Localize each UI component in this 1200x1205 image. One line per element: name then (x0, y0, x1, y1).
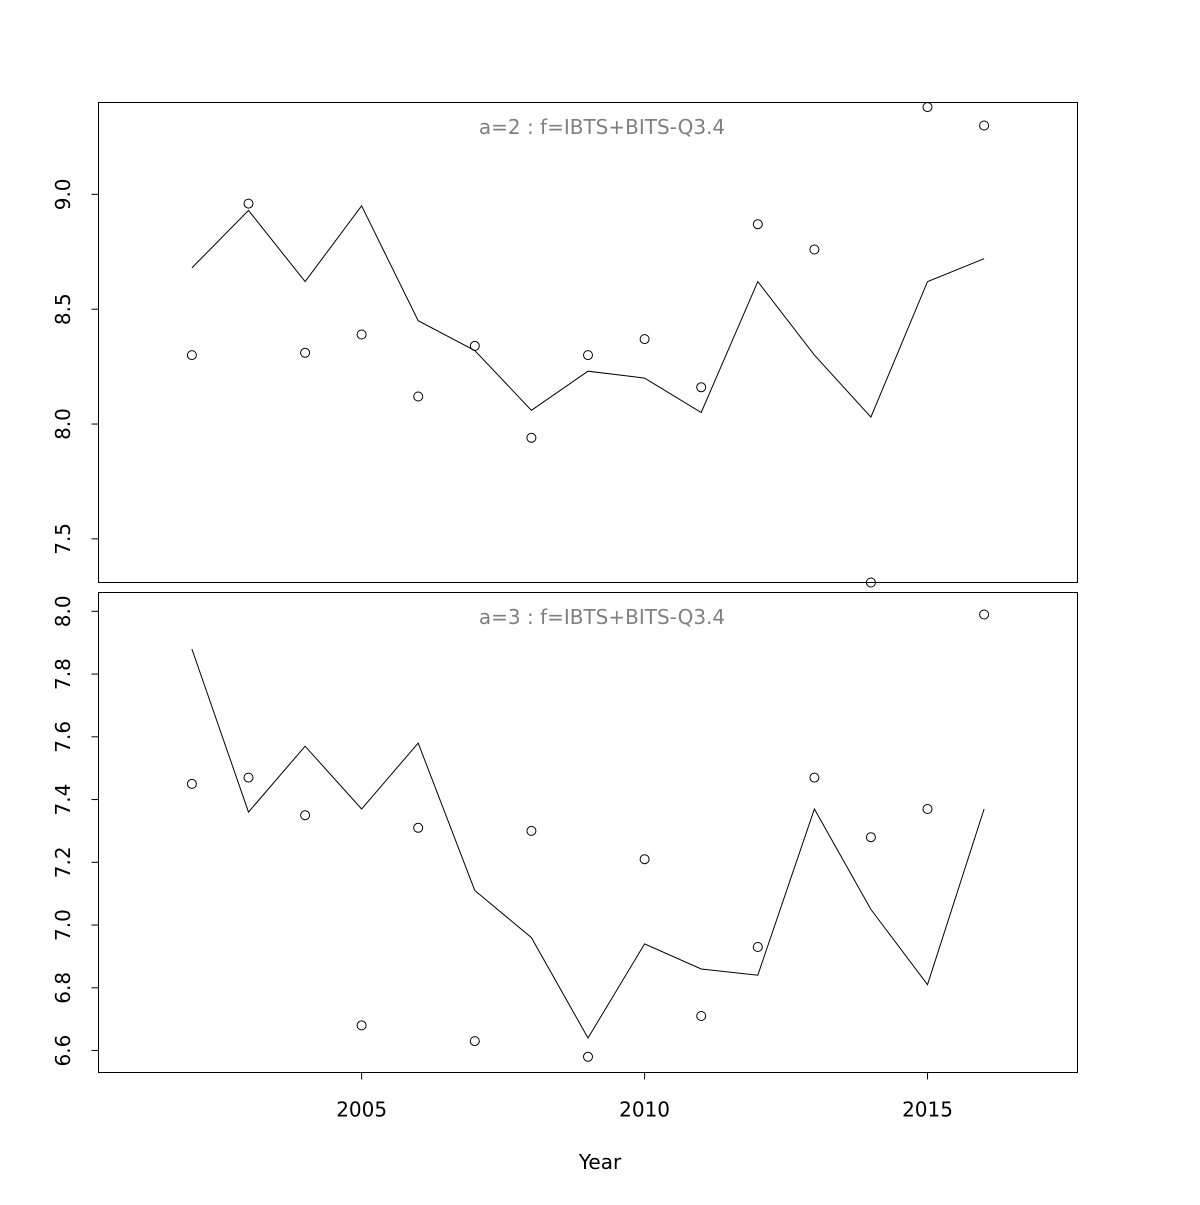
panel-frame (98, 592, 1078, 1073)
x-tick-label: 2015 (902, 1098, 953, 1122)
x-tick-label: 2010 (619, 1098, 670, 1122)
y-axis: 6.6 6.8 7.0 7.2 7.4 7.6 7.8 8.0 (51, 595, 99, 1066)
observed-point (696, 382, 707, 393)
y-tick-label: 7.8 (51, 658, 75, 690)
y-tick-label: 7.2 (51, 846, 75, 878)
observed-point (469, 1036, 480, 1047)
observed-point (186, 350, 197, 361)
observed-point (979, 120, 990, 131)
x-tick-label: 2005 (336, 1098, 387, 1122)
observed-point (639, 334, 650, 345)
y-tick-label: 8.5 (51, 293, 75, 325)
observed-point (639, 854, 650, 865)
y-tick-label: 8.0 (51, 595, 75, 627)
x-axis-title: Year (578, 1150, 622, 1174)
observed-point (696, 1011, 707, 1021)
observed-point (356, 1020, 367, 1031)
observed-point (186, 778, 197, 789)
panel-frame (98, 102, 1078, 583)
fitted-line (191, 648, 985, 1039)
y-tick-label: 6.8 (51, 972, 75, 1004)
observed-point (752, 219, 763, 230)
y-tick-label: 7.0 (51, 909, 75, 941)
observed-point (243, 198, 254, 209)
observed-point (243, 772, 254, 783)
y-tick-label: 9.0 (51, 178, 75, 210)
observed-point (979, 609, 990, 620)
panel-title: a=3 : f=IBTS+BITS-Q3.4 (479, 605, 725, 629)
panel-title: a=2 : f=IBTS+BITS-Q3.4 (479, 115, 725, 139)
observed-point (922, 804, 933, 814)
fitted-line (191, 204, 985, 419)
observed-point (526, 825, 537, 836)
observed-series (186, 102, 990, 588)
fitted-series (191, 648, 985, 1039)
observed-point (809, 772, 820, 783)
x-axis: 2005 2010 2015 (336, 1072, 953, 1122)
observed-point (922, 102, 933, 113)
observed-point (526, 432, 537, 443)
observed-point (300, 347, 311, 358)
observed-point (583, 350, 593, 361)
observed-point (413, 391, 424, 402)
panel-age-3: a=3 : f=IBTS+BITS-Q3.4 6.6 6.8 7.0 7.2 7.4 7.… (51, 592, 1078, 1073)
observed-series (186, 609, 990, 1062)
y-axis: 7.5 8.0 8.5 9.0 (51, 178, 99, 555)
y-tick-label: 8.0 (51, 408, 75, 440)
y-tick-label: 7.5 (51, 523, 75, 555)
observed-point (583, 1051, 593, 1062)
y-tick-label: 6.6 (51, 1035, 75, 1067)
y-tick-label: 7.6 (51, 721, 75, 753)
observed-point (809, 244, 820, 255)
observed-point (865, 832, 876, 843)
observed-point (413, 822, 424, 833)
observed-point (752, 942, 763, 952)
observed-point (300, 810, 311, 821)
observed-point (865, 577, 876, 588)
fitted-series (191, 204, 985, 419)
observed-point (356, 329, 367, 340)
y-tick-label: 7.4 (51, 784, 75, 816)
panel-age-2: a=2 : f=IBTS+BITS-Q3.4 7.5 8.0 8.5 9.0 (51, 102, 1078, 588)
observed-point (469, 340, 480, 351)
